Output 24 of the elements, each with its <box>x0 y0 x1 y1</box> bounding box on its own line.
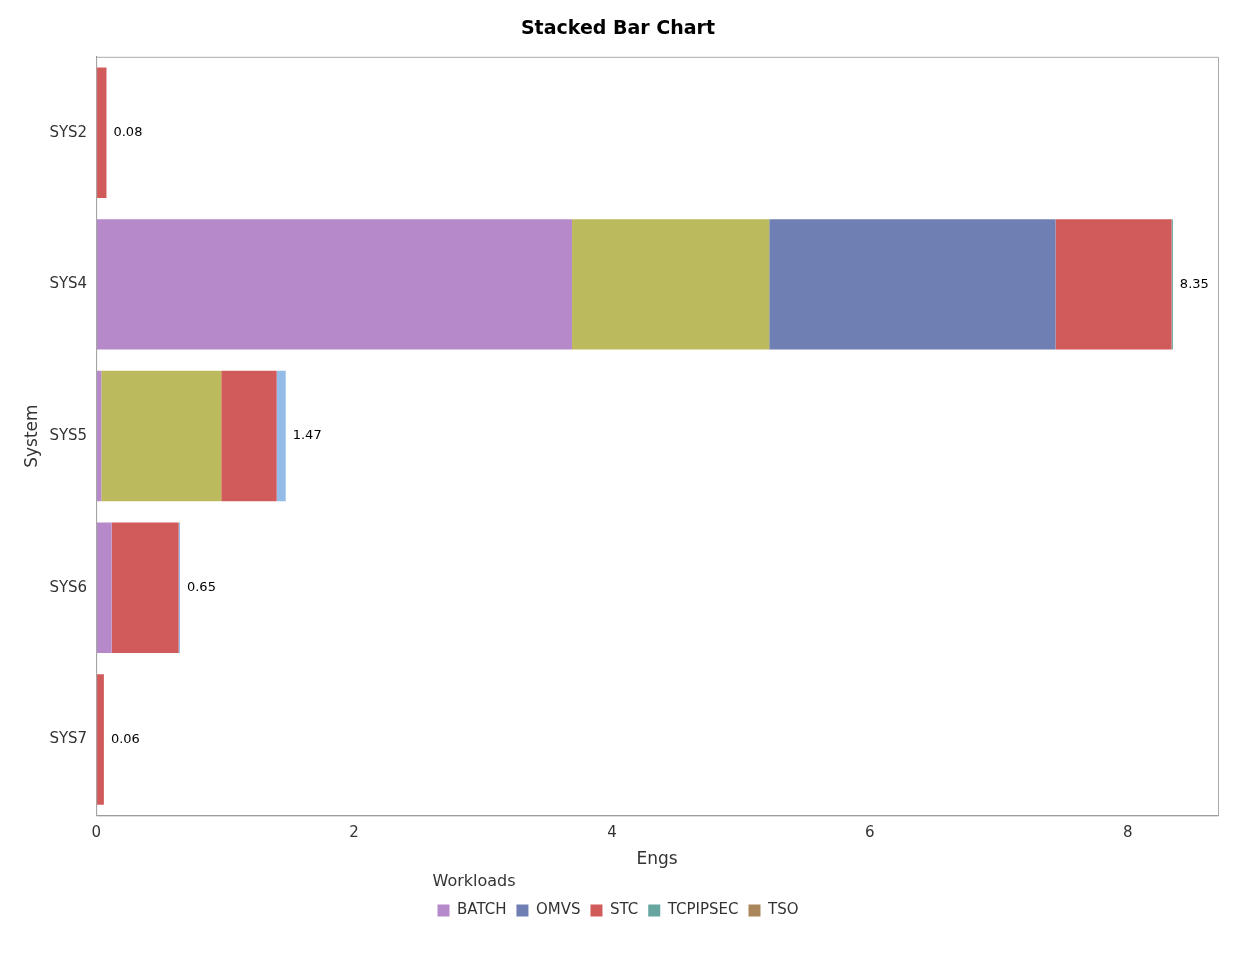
x-tick-label: 2 <box>349 823 359 842</box>
total-label: 1.47 <box>292 427 322 443</box>
legend-title: Workloads <box>432 870 516 890</box>
y-tick-label: SYS4 <box>49 274 88 293</box>
legend-label: TSO <box>766 900 799 919</box>
chart-title: Stacked Bar Chart <box>520 16 716 39</box>
y-tick-label: SYS7 <box>49 729 88 748</box>
x-tick-label: 6 <box>865 823 875 842</box>
legend-label: TCPIPSEC <box>666 900 739 919</box>
y-tick-label: SYS6 <box>49 577 88 596</box>
total-label: 0.08 <box>113 124 143 140</box>
x-tick-label: 4 <box>607 823 617 842</box>
legend-label: BATCH <box>457 900 507 919</box>
y-tick-label: SYS2 <box>49 122 88 141</box>
legend-label: OMVS <box>535 900 581 919</box>
total-label: 0.06 <box>110 730 140 746</box>
x-tick-label: 0 <box>91 823 101 842</box>
y-tick-label: SYS5 <box>49 425 88 444</box>
y-axis-title: System <box>20 404 41 468</box>
legend-label: STC <box>609 900 639 919</box>
x-axis-title: Engs <box>636 848 678 869</box>
total-label: 0.65 <box>186 579 216 595</box>
total-label: 8.35 <box>1179 275 1209 291</box>
x-tick-label: 8 <box>1122 823 1133 842</box>
